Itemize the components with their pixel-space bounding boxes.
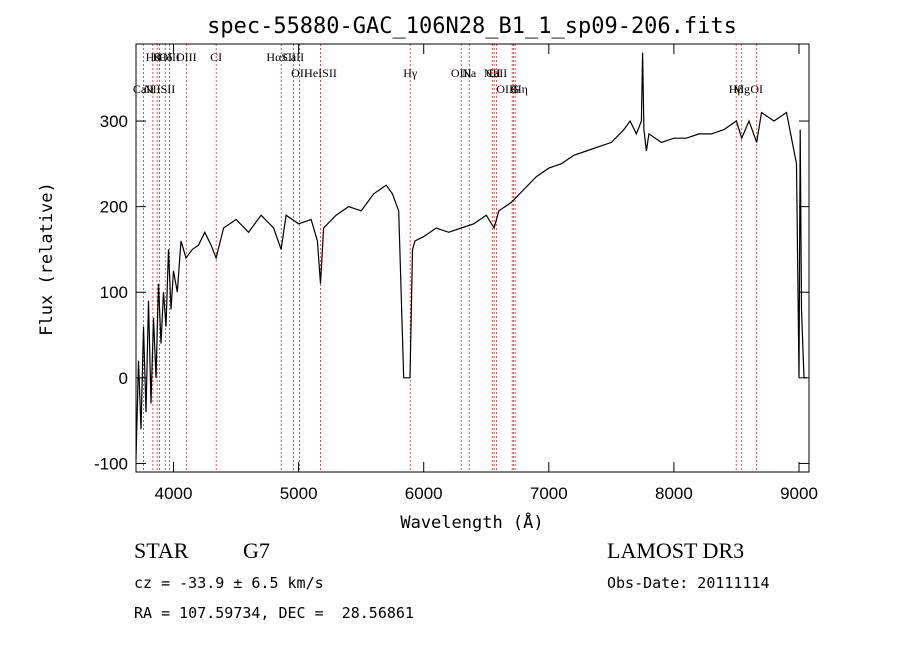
line-marker-label: G [511,82,520,96]
y-tick-label: -100 [94,454,128,473]
line-marker-label: OIIHη [496,82,528,96]
y-axis-label: Flux (relative) [37,182,57,336]
x-tick-label: 5000 [280,484,318,503]
plot-frame [135,43,810,473]
chart-title: spec-55880-GAC_106N28_B1_1_sp09-206.fits [207,14,737,39]
x-tick-label: 9000 [780,484,818,503]
line-marker-label: OI [750,82,763,96]
star-class: STAR [134,538,189,563]
coordinates: RA = 107.59734, DEC = 28.56861 [134,604,414,622]
line-marker-label: OIII [451,66,472,80]
line-marker-label: HαSII [266,50,296,64]
line-marker-label: OIII [176,50,197,64]
line-marker-label: CaII [486,66,507,80]
x-tick-label: 8000 [655,484,693,503]
line-marker-label: HeISII [304,66,337,80]
line-marker-label: H [509,82,518,96]
line-marker-label: OII [291,66,308,80]
star-subclass: G7 [243,538,270,563]
x-tick-label: 6000 [405,484,443,503]
y-axis-ticks: -100 0 100 200 300 [94,112,809,473]
y-tick-label: 300 [100,112,128,131]
line-marker-label: CaII [133,82,154,96]
line-marker-label: Hθ [146,50,161,64]
line-marker-label: Li [489,66,500,80]
line-marker-label: CaII [283,50,304,64]
line-marker-label: OIII [159,50,180,64]
x-tick-label: 7000 [530,484,568,503]
line-marker-label: CI [210,50,222,64]
obs-date: Obs-Date: 20111114 [607,574,770,592]
cz-value: cz = -33.9 ± 6.5 km/s [134,574,324,592]
x-tick-label: 4000 [155,484,193,503]
line-marker-label: Mg [733,82,750,96]
y-tick-label: 0 [119,369,128,388]
survey-label: LAMOST DR3 [607,538,745,563]
line-marker-label: Hβ [729,82,744,96]
line-marker-label: Hδ [158,50,173,64]
line-marker-label: Na [462,66,477,80]
line-marker-label: Hγ [403,66,418,80]
x-axis-ticks: 4000 5000 6000 7000 8000 9000 [155,44,818,503]
spectrum-series-line [135,52,807,460]
line-marker-label: NIISII [144,82,175,96]
y-tick-label: 100 [100,283,128,302]
x-axis-label: Wavelength (Å) [400,511,543,533]
y-tick-label: 200 [100,198,128,217]
line-marker-label: K [153,50,162,64]
